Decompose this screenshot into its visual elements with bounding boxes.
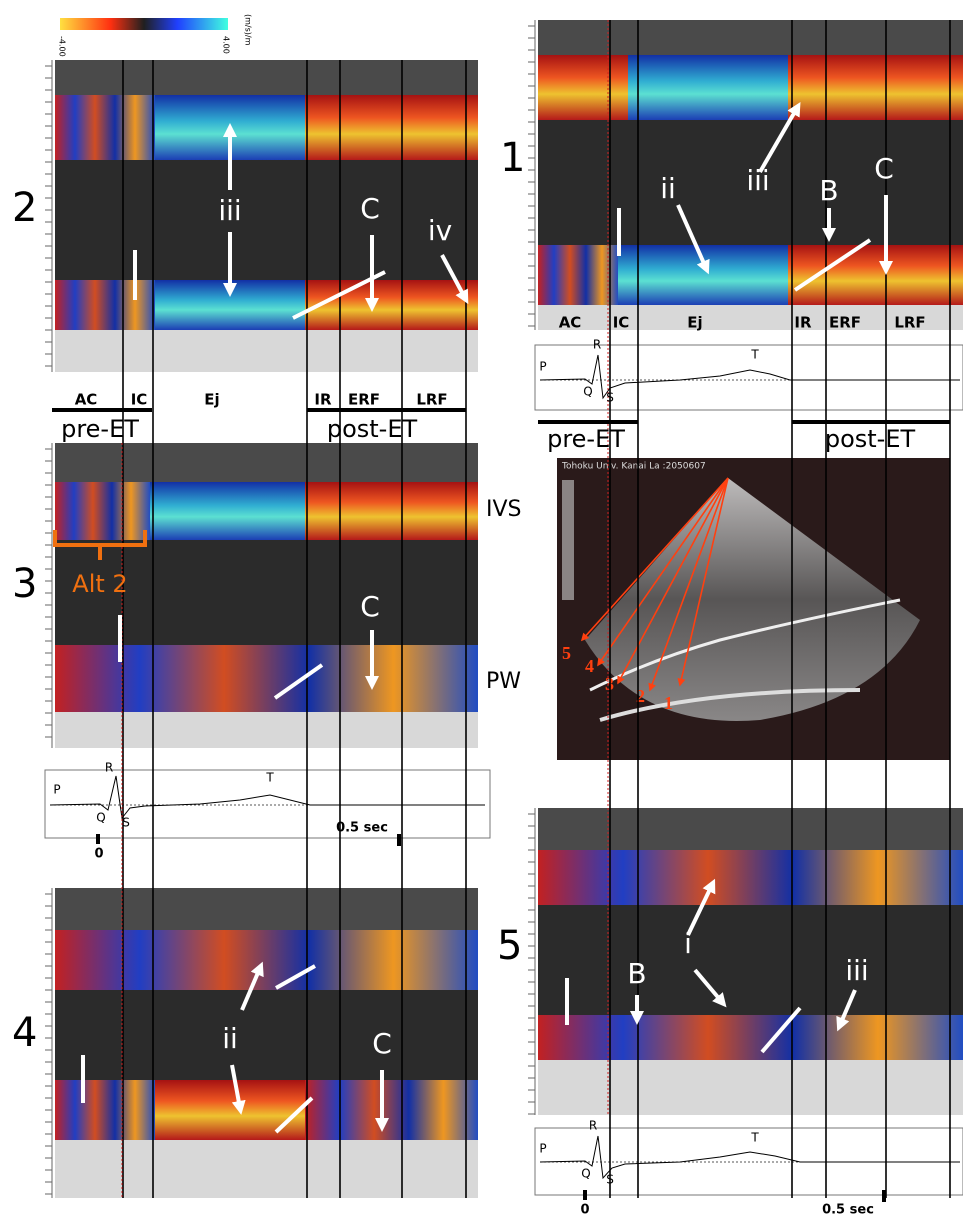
phase-label: AC bbox=[559, 314, 582, 332]
annotation: iii bbox=[218, 194, 241, 227]
flow-band bbox=[305, 482, 478, 540]
flow-band bbox=[538, 55, 628, 120]
flow-band bbox=[538, 1015, 963, 1060]
flow-band bbox=[788, 55, 963, 120]
ecg-label: Q bbox=[581, 1167, 590, 1181]
flow-band bbox=[55, 280, 155, 330]
ecg-label: S bbox=[606, 1173, 614, 1187]
wall-label: PW bbox=[486, 669, 521, 694]
ecg-label: P bbox=[539, 360, 546, 374]
flow-band bbox=[538, 245, 618, 305]
beam-label: 1 bbox=[664, 693, 673, 713]
annotation: ii bbox=[660, 172, 676, 205]
ecg-label: T bbox=[750, 348, 759, 362]
echo-image: Tohoku Univ. Kanai La :2050607 5 4 3 2 1 bbox=[557, 458, 950, 760]
mmode-top bbox=[55, 888, 478, 930]
annotation: iii bbox=[845, 954, 868, 987]
flow-band bbox=[305, 95, 478, 160]
annotation: i bbox=[684, 927, 692, 960]
panel-number: 5 bbox=[497, 923, 522, 969]
mmode-top bbox=[55, 443, 478, 482]
mmode-bottom bbox=[538, 1060, 963, 1115]
panel-number: 4 bbox=[12, 1010, 37, 1056]
phase-label: IR bbox=[794, 314, 812, 332]
time-label: 0 bbox=[94, 847, 103, 862]
flow-band bbox=[538, 850, 963, 905]
colorbar bbox=[60, 18, 228, 30]
beam-label: 5 bbox=[562, 643, 571, 663]
ecg-1 bbox=[535, 345, 963, 410]
flow-band bbox=[628, 55, 788, 120]
phase-label: ERF bbox=[829, 314, 861, 332]
flow-band bbox=[55, 482, 150, 540]
mmode-bottom bbox=[55, 1140, 478, 1198]
phase-label: IR bbox=[314, 391, 332, 409]
annotation: C bbox=[874, 152, 894, 185]
flow-band bbox=[55, 95, 155, 160]
annotation: ii bbox=[222, 1022, 238, 1055]
ecg-label: Q bbox=[96, 811, 105, 825]
phase-label: IC bbox=[613, 314, 630, 332]
flow-band bbox=[618, 245, 788, 305]
mmode-bottom bbox=[55, 712, 478, 748]
phase-label: Ej bbox=[687, 314, 702, 332]
period-label: post-ET bbox=[327, 415, 418, 443]
colorbar-max: 4.00 bbox=[222, 36, 231, 54]
annotation: iii bbox=[746, 164, 769, 197]
annotation: Alt 2 bbox=[72, 570, 127, 598]
phase-label: ERF bbox=[348, 391, 380, 409]
ecg-label: S bbox=[606, 391, 614, 405]
phase-label: LRF bbox=[894, 314, 925, 332]
mmode-top bbox=[55, 60, 478, 95]
phase-label: Ej bbox=[204, 391, 219, 409]
period-label: pre-ET bbox=[547, 425, 625, 453]
colorbar-unit: (m/s)/m bbox=[244, 14, 253, 46]
panel-number: 2 bbox=[12, 185, 37, 231]
ecg-label: T bbox=[750, 1131, 759, 1145]
annotation: C bbox=[360, 192, 380, 225]
flow-band bbox=[155, 1080, 305, 1140]
wall-label: IVS bbox=[486, 497, 522, 522]
ecg-5 bbox=[535, 1128, 963, 1202]
annotation: C bbox=[372, 1027, 392, 1060]
ecg-label: R bbox=[593, 338, 601, 352]
time-label: 0 bbox=[580, 1203, 589, 1218]
ecg-label: R bbox=[105, 761, 113, 775]
echo-header: Tohoku Univ. Kanai La :2050607 bbox=[561, 462, 706, 472]
phase-label: AC bbox=[75, 391, 98, 409]
flow-band bbox=[150, 482, 305, 540]
mmode-bottom bbox=[55, 330, 478, 372]
annotation: iv bbox=[428, 214, 452, 247]
time-label: 0.5 sec bbox=[822, 1203, 874, 1218]
ecg-label: S bbox=[122, 816, 130, 830]
ecg-label: R bbox=[589, 1119, 597, 1133]
ecg-label: P bbox=[53, 783, 60, 797]
annotation: B bbox=[627, 957, 646, 990]
annotation: C bbox=[360, 590, 380, 623]
ecg-label: T bbox=[265, 771, 274, 785]
beam-label: 4 bbox=[585, 656, 594, 676]
period-label: pre-ET bbox=[61, 415, 139, 443]
ecg-label: Q bbox=[583, 385, 592, 399]
phase-label: IC bbox=[131, 391, 148, 409]
phase-label: LRF bbox=[416, 391, 447, 409]
panel-number: 1 bbox=[500, 135, 525, 181]
mmode-top bbox=[538, 808, 963, 850]
figure: -4.00 4.00 (m/s)/m Tohoku Univ. Kanai La… bbox=[0, 0, 963, 1218]
colorbar-min: -4.00 bbox=[58, 36, 67, 57]
annotation: B bbox=[819, 174, 838, 207]
period-label: post-ET bbox=[825, 425, 916, 453]
time-label: 0.5 sec bbox=[336, 821, 388, 836]
flow-band bbox=[55, 930, 478, 990]
period-bars bbox=[52, 410, 950, 422]
ecg-label: P bbox=[539, 1142, 546, 1156]
flow-band bbox=[305, 1080, 478, 1140]
panel-number: 3 bbox=[12, 561, 37, 607]
flow-band bbox=[305, 280, 478, 330]
flow-band bbox=[55, 1080, 155, 1140]
mmode-top bbox=[538, 20, 963, 55]
